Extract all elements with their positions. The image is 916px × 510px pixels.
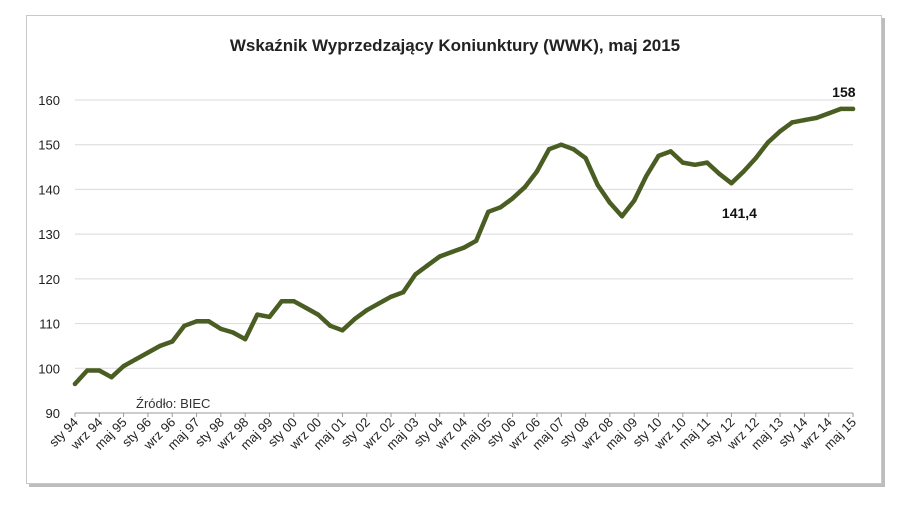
data-point bbox=[680, 160, 686, 165]
data-point bbox=[437, 254, 442, 259]
y-tick-label: 150 bbox=[38, 138, 60, 153]
data-point bbox=[729, 180, 734, 186]
data-point bbox=[607, 200, 613, 206]
y-tick-label: 160 bbox=[38, 93, 60, 108]
data-point bbox=[644, 173, 649, 179]
data-point bbox=[595, 182, 600, 188]
data-point bbox=[802, 117, 807, 123]
data-point bbox=[559, 142, 564, 147]
data-point bbox=[230, 330, 236, 335]
data-point bbox=[814, 115, 819, 121]
annotation-label: 141,4 bbox=[722, 205, 757, 221]
data-point bbox=[473, 238, 479, 244]
data-point bbox=[157, 343, 163, 349]
data-point bbox=[753, 155, 758, 161]
y-tick-label: 130 bbox=[38, 227, 60, 242]
data-point bbox=[315, 312, 321, 317]
data-point bbox=[777, 129, 783, 134]
data-point bbox=[170, 339, 175, 344]
data-point bbox=[388, 294, 394, 299]
data-points bbox=[72, 106, 856, 387]
data-point bbox=[631, 198, 637, 203]
grid bbox=[75, 99, 853, 414]
data-point bbox=[194, 319, 199, 324]
data-point bbox=[145, 350, 151, 355]
data-point bbox=[425, 263, 430, 268]
data-point bbox=[546, 146, 552, 152]
data-point bbox=[279, 299, 284, 304]
data-point bbox=[206, 319, 211, 324]
data-point bbox=[303, 305, 309, 311]
annotation-label: 158 bbox=[832, 84, 856, 100]
data-point bbox=[741, 169, 746, 174]
y-tick-label: 100 bbox=[38, 361, 60, 376]
y-tick-label: 120 bbox=[38, 272, 60, 287]
data-point bbox=[498, 205, 503, 210]
data-point bbox=[255, 312, 260, 317]
y-tick-label: 90 bbox=[46, 406, 60, 421]
data-point bbox=[850, 106, 856, 112]
data-point bbox=[461, 245, 467, 250]
data-point bbox=[133, 357, 138, 362]
data-point bbox=[583, 155, 588, 161]
data-point bbox=[510, 196, 515, 201]
data-point bbox=[522, 184, 527, 190]
data-point bbox=[72, 381, 78, 387]
data-point bbox=[656, 153, 661, 159]
data-point bbox=[218, 326, 224, 332]
data-point bbox=[376, 301, 382, 306]
data-point bbox=[668, 149, 673, 154]
data-point bbox=[717, 171, 722, 176]
data-point bbox=[328, 323, 333, 329]
data-point bbox=[267, 314, 272, 320]
data-point bbox=[352, 316, 357, 322]
data-point bbox=[121, 363, 126, 369]
y-tick-label: 140 bbox=[38, 182, 60, 197]
data-point bbox=[242, 337, 248, 342]
data-point bbox=[534, 169, 540, 174]
y-axis-ticks: 90 100 110 120 130 140 150 160 bbox=[38, 93, 60, 421]
data-point bbox=[790, 120, 795, 125]
data-point bbox=[449, 249, 455, 255]
data-point bbox=[364, 307, 369, 313]
data-point bbox=[84, 368, 90, 373]
source-note: Źródło: BIEC bbox=[136, 396, 210, 411]
data-point bbox=[619, 214, 625, 219]
data-point bbox=[826, 111, 831, 116]
annotations: 158 141,4 bbox=[722, 84, 856, 221]
y-tick-label: 110 bbox=[39, 317, 60, 332]
data-point bbox=[291, 299, 297, 304]
data-point bbox=[765, 140, 771, 145]
data-point bbox=[838, 106, 844, 112]
data-point bbox=[486, 209, 491, 214]
data-point bbox=[182, 323, 187, 329]
data-point bbox=[413, 272, 418, 277]
data-point bbox=[704, 160, 710, 165]
data-point bbox=[109, 375, 114, 380]
chart-title: Wskaźnik Wyprzedzający Koniunktury (WWK)… bbox=[230, 36, 680, 55]
data-point bbox=[340, 328, 345, 333]
data-point bbox=[692, 162, 698, 168]
data-point bbox=[571, 146, 576, 152]
data-point bbox=[97, 368, 102, 373]
data-point bbox=[401, 290, 406, 295]
